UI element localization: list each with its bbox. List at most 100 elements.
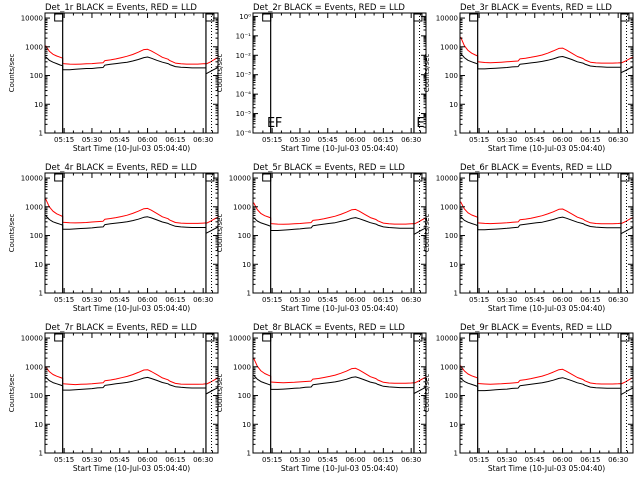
x-axis-label: Start Time (10-Jul-03 05:04:40) bbox=[73, 304, 190, 313]
x-tick-label: 05:15 bbox=[54, 136, 74, 144]
y-tick-label: 1 bbox=[247, 450, 251, 458]
panel-det-4r: Det_4r BLACK = Events, RED = LLD 1 10 100 10… bbox=[8, 163, 219, 313]
y-tick-label: 1000 bbox=[233, 363, 251, 371]
x-tick-label: 06:30 bbox=[193, 456, 213, 464]
series-events-line bbox=[460, 52, 634, 74]
x-tick-label: 05:30 bbox=[290, 136, 310, 144]
x-axis-label: Start Time (10-Jul-03 05:04:40) bbox=[281, 144, 398, 153]
plot-frame bbox=[252, 332, 427, 454]
y-tick-label: 10000 bbox=[436, 15, 458, 23]
x-tick-label: 05:30 bbox=[497, 456, 517, 464]
y-tick-label: 100 bbox=[445, 72, 458, 80]
y-tick-label: 1 bbox=[247, 290, 251, 298]
y-axis-label: Counts/sec bbox=[8, 54, 16, 93]
panel-title: Det_2r BLACK = Events, RED = LLD bbox=[253, 3, 405, 13]
y-tick-label: 10⁻⁵ bbox=[236, 110, 252, 118]
y-tick-label: 10000 bbox=[21, 335, 43, 343]
y-tick-label: 10 bbox=[34, 421, 43, 429]
y-tick-label: 100 bbox=[30, 232, 43, 240]
x-tick-label: 05:30 bbox=[82, 136, 102, 144]
flag-label: E bbox=[416, 116, 424, 131]
y-tick-label: 10⁻⁶ bbox=[236, 130, 252, 138]
x-tick-label: 05:15 bbox=[262, 136, 282, 144]
plot-frame bbox=[44, 12, 219, 134]
y-axis-label: Counts/sec bbox=[8, 214, 16, 253]
x-tick-label: 05:15 bbox=[262, 456, 282, 464]
x-tick-label: 05:15 bbox=[469, 296, 489, 304]
y-axis-label: Counts/sec bbox=[216, 374, 224, 413]
plot-frame bbox=[44, 172, 219, 294]
x-tick-label: 06:00 bbox=[345, 296, 365, 304]
panel-title: Det_1r BLACK = Events, RED = LLD bbox=[45, 3, 197, 13]
y-tick-label: 1000 bbox=[25, 43, 43, 51]
y-axis-label: Counts/sec bbox=[216, 54, 224, 93]
x-tick-label: 05:30 bbox=[497, 296, 517, 304]
flag-label: E bbox=[267, 116, 275, 131]
x-tick-label: 06:00 bbox=[552, 456, 572, 464]
x-tick-label: 06:15 bbox=[373, 296, 393, 304]
x-tick-label: 05:15 bbox=[469, 456, 489, 464]
x-tick-label: 06:30 bbox=[401, 456, 421, 464]
y-tick-label: 10 bbox=[242, 261, 251, 269]
x-tick-label: 05:15 bbox=[54, 456, 74, 464]
x-tick-label: 05:15 bbox=[54, 296, 74, 304]
panel-det-7r: Det_7r BLACK = Events, RED = LLD 1 10 100 10… bbox=[8, 323, 219, 473]
y-tick-label: 1 bbox=[39, 450, 43, 458]
y-axis-label: Counts/sec bbox=[423, 54, 431, 93]
x-tick-label: 06:30 bbox=[401, 136, 421, 144]
y-tick-label: 100 bbox=[30, 72, 43, 80]
y-tick-label: 10⁻¹ bbox=[236, 32, 252, 40]
series-events-line bbox=[45, 56, 219, 75]
y-tick-label: 1 bbox=[454, 450, 458, 458]
x-tick-label: 06:00 bbox=[137, 456, 157, 464]
x-tick-label: 06:30 bbox=[193, 296, 213, 304]
x-tick-label: 05:45 bbox=[110, 456, 130, 464]
y-tick-label: 10000 bbox=[436, 175, 458, 183]
marker-flag-box bbox=[620, 13, 630, 22]
panel-title: Det_7r BLACK = Events, RED = LLD bbox=[45, 323, 197, 333]
y-tick-label: 10⁰ bbox=[239, 13, 251, 21]
y-tick-label: 1000 bbox=[440, 203, 458, 211]
marker-flag-box bbox=[413, 173, 423, 182]
x-tick-label: 05:45 bbox=[525, 456, 545, 464]
x-tick-label: 06:15 bbox=[580, 456, 600, 464]
panel-title: Det_4r BLACK = Events, RED = LLD bbox=[45, 163, 197, 173]
x-tick-label: 05:45 bbox=[525, 296, 545, 304]
panel-title: Det_3r BLACK = Events, RED = LLD bbox=[460, 3, 612, 13]
x-tick-label: 05:30 bbox=[82, 456, 102, 464]
y-tick-label: 1000 bbox=[440, 363, 458, 371]
marker-flag-box bbox=[469, 333, 479, 342]
x-tick-label: 05:45 bbox=[110, 296, 130, 304]
series-events-line bbox=[253, 374, 427, 394]
x-tick-label: 06:30 bbox=[401, 296, 421, 304]
y-tick-label: 1 bbox=[454, 130, 458, 138]
series-lld-line bbox=[460, 201, 634, 225]
y-tick-label: 10 bbox=[34, 101, 43, 109]
x-tick-label: 06:30 bbox=[608, 456, 628, 464]
y-tick-label: 10 bbox=[449, 261, 458, 269]
panel-title: Det_8r BLACK = Events, RED = LLD bbox=[253, 323, 405, 333]
y-tick-label: 10 bbox=[242, 421, 251, 429]
x-tick-label: 05:30 bbox=[497, 136, 517, 144]
x-tick-label: 06:15 bbox=[373, 136, 393, 144]
marker-flag-box bbox=[54, 333, 64, 342]
y-axis-label: Counts/sec bbox=[423, 374, 431, 413]
x-tick-label: 06:00 bbox=[552, 136, 572, 144]
series-lld-line bbox=[460, 365, 634, 385]
marker-flag-box bbox=[620, 173, 630, 182]
y-tick-label: 10 bbox=[449, 101, 458, 109]
y-tick-label: 100 bbox=[238, 232, 251, 240]
x-tick-label: 05:45 bbox=[110, 136, 130, 144]
y-tick-label: 10 bbox=[34, 261, 43, 269]
y-tick-label: 10000 bbox=[229, 175, 251, 183]
y-axis-label: Counts/sec bbox=[423, 214, 431, 253]
y-tick-label: 10000 bbox=[436, 335, 458, 343]
x-tick-label: 06:15 bbox=[580, 296, 600, 304]
y-axis-label: Counts/sec bbox=[8, 374, 16, 413]
x-axis-label: Start Time (10-Jul-03 05:04:40) bbox=[281, 304, 398, 313]
x-axis-label: Start Time (10-Jul-03 05:04:40) bbox=[488, 144, 605, 153]
series-events-line bbox=[253, 217, 427, 235]
